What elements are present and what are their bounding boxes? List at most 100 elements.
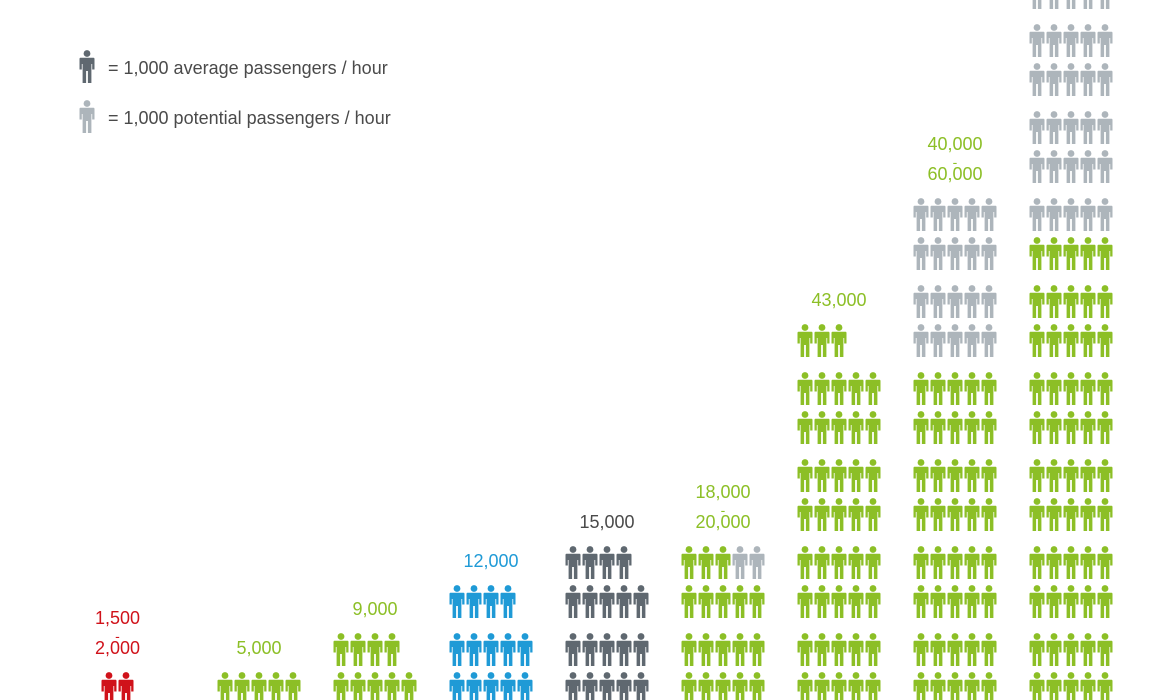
column-value-label: 15,000 [579,512,634,532]
potential-person-icon [1063,0,1079,10]
person-icon [981,372,997,405]
person-icon [831,633,847,666]
potential-person-icon [1063,63,1079,97]
person-icon [633,585,649,618]
person-icon [449,585,465,618]
potential-person-icon [1080,0,1096,10]
person-icon [1097,237,1113,270]
potential-person-icon [1046,111,1062,144]
column-9 [1029,0,1113,700]
person-icon [732,633,748,666]
person-icon [517,672,533,700]
potential-person-icon [981,237,997,270]
person-icon [964,633,980,666]
person-icon [1097,672,1113,700]
potential-person-icon [1097,198,1113,231]
person-icon [930,459,946,492]
person-icon [749,585,765,618]
person-icon [1063,411,1079,444]
person-icon [913,459,929,492]
person-icon [831,324,847,357]
potential-person-icon [930,198,946,231]
potential-person-icon [947,324,963,357]
person-icon [1063,633,1079,666]
person-icon [797,498,813,531]
person-icon [350,672,366,700]
potential-person-icon [981,198,997,231]
person-icon [981,459,997,492]
potential-person-icon [732,546,748,579]
person-icon [1063,285,1079,318]
person-icon [616,672,632,700]
person-icon [930,546,946,579]
person-icon [449,633,465,666]
person-icon [79,100,95,133]
label-dash: - [115,628,120,644]
person-icon [1046,546,1062,579]
column-value-label: 40,000 [927,134,982,154]
potential-person-icon [1080,111,1096,144]
person-icon [814,372,830,405]
person-icon [930,672,946,700]
potential-person-icon [1029,63,1045,97]
person-icon [1029,372,1045,405]
person-icon [913,546,929,579]
person-icon [633,633,649,666]
person-icon [981,411,997,444]
potential-person-icon [1063,198,1079,231]
person-icon [681,585,697,618]
person-icon [848,585,864,618]
potential-person-icon [964,324,980,357]
person-icon [1029,459,1045,492]
person-icon [1029,672,1045,700]
person-icon [1063,324,1079,357]
column-value-label: 20,000 [695,512,750,532]
person-icon [681,672,697,700]
person-icon [831,546,847,579]
potential-person-icon [930,237,946,270]
person-icon [616,633,632,666]
person-icon [1046,411,1062,444]
person-icon [599,633,615,666]
person-icon [913,672,929,700]
potential-person-icon [1063,150,1079,183]
person-icon [947,672,963,700]
person-icon [797,546,813,579]
person-icon [913,498,929,531]
person-icon [1080,672,1096,700]
person-icon [814,546,830,579]
person-icon [1080,585,1096,618]
person-icon [865,546,881,579]
person-icon [1080,285,1096,318]
person-icon [913,585,929,618]
person-icon [831,498,847,531]
person-icon [1080,324,1096,357]
person-icon [981,672,997,700]
column-value-label: 60,000 [927,164,982,184]
person-icon [848,411,864,444]
person-icon [913,411,929,444]
person-icon [1029,237,1045,270]
person-icon [865,459,881,492]
potential-person-icon [947,285,963,318]
person-icon [517,633,533,666]
column-value-label: 18,000 [695,482,750,502]
person-icon [848,633,864,666]
person-icon [1080,546,1096,579]
person-icon [1063,459,1079,492]
person-icon [964,585,980,618]
person-icon [1063,237,1079,270]
potential-person-icon [1080,63,1096,97]
person-icon [582,633,598,666]
potential-person-icon [981,285,997,318]
person-icon [1097,285,1113,318]
person-icon [732,585,748,618]
person-icon [367,672,383,700]
person-icon [1097,372,1113,405]
person-icon [1097,633,1113,666]
column-2: 5,000 [217,638,301,700]
person-icon [599,585,615,618]
person-icon [981,546,997,579]
person-icon [1029,546,1045,579]
